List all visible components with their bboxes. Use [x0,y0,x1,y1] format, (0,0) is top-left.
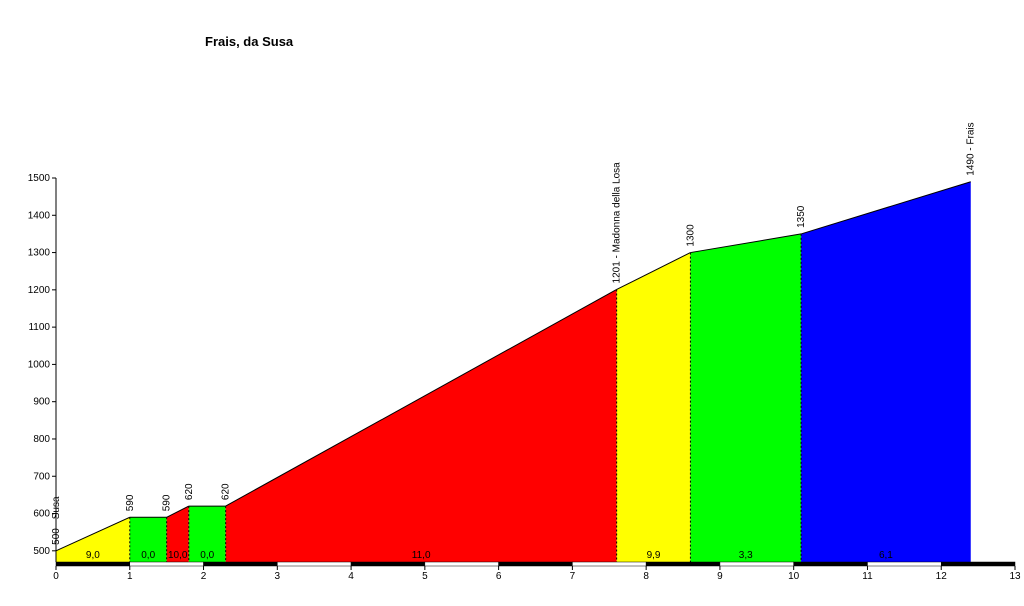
y-tick-label: 1400 [28,210,51,221]
point-label: 1201 - Madonna della Losa [612,162,623,284]
segment-grade: 10,0 [168,550,188,561]
x-tick-label: 6 [496,571,502,582]
x-tick-label: 9 [717,571,723,582]
point-label: 1350 [796,205,807,228]
segment-grade: 3,3 [739,550,753,561]
point-label: 620 [184,483,195,500]
point-label: 590 [162,494,173,511]
point-label: 1300 [685,224,696,247]
km-strip [645,561,721,567]
profile-segment [166,506,189,562]
y-tick-label: 1000 [28,359,51,370]
point-label: 590 [125,494,136,511]
segment-grade: 11,0 [412,550,431,561]
y-tick-label: 800 [33,434,50,445]
km-strip [424,561,499,567]
profile-edge [55,516,130,552]
km-strip [940,561,1016,567]
km-strip [277,561,352,567]
profile-segment [129,517,167,562]
x-tick-label: 5 [422,571,428,582]
profile-segment [225,289,617,562]
y-tick-label: 1200 [28,285,51,296]
profile-segment [801,181,971,562]
point-label: 620 [221,483,232,500]
segment-grade: 9,0 [86,550,100,561]
y-tick-label: 1100 [28,322,50,333]
y-tick-label: 500 [33,546,50,557]
x-tick-label: 1 [127,571,133,582]
x-tick-label: 12 [936,571,948,582]
km-strip [793,561,868,567]
y-tick-label: 900 [33,397,50,408]
x-tick-label: 4 [348,571,354,582]
km-strip [203,561,278,567]
km-strip [719,561,794,567]
profile-segment [690,233,802,562]
segment-grade: 0,0 [200,550,214,561]
profile-edge [616,252,691,290]
profile-edge [690,233,802,254]
profile-segment [188,506,226,562]
km-strip [867,561,942,567]
profile-edge [225,289,617,507]
profile-edge [800,181,971,235]
y-tick-label: 600 [33,509,50,520]
x-tick-label: 13 [1009,571,1021,582]
km-strip [129,561,204,567]
x-tick-label: 11 [862,571,873,582]
km-strip [572,561,647,567]
x-tick-label: 7 [570,571,576,582]
segment-grade: 6,1 [879,550,893,561]
x-tick-label: 2 [201,571,207,582]
profile-segment [616,252,691,562]
km-strip [498,561,573,567]
x-tick-label: 8 [643,571,649,582]
segment-grade: 0,0 [141,550,155,561]
segment-grade: 9,9 [647,550,661,561]
km-strip [55,561,131,567]
profile-segment [56,517,130,562]
x-tick-label: 0 [53,571,59,582]
chart-title: Frais, da Susa [205,34,294,49]
y-tick-label: 1500 [28,173,51,184]
km-strip [350,561,426,567]
y-tick-label: 700 [33,471,50,482]
point-label: 1490 - Frais [966,122,977,175]
profile-edge [166,505,190,518]
x-tick-label: 3 [275,571,281,582]
y-tick-label: 1300 [28,248,51,259]
x-tick-label: 10 [788,571,800,582]
